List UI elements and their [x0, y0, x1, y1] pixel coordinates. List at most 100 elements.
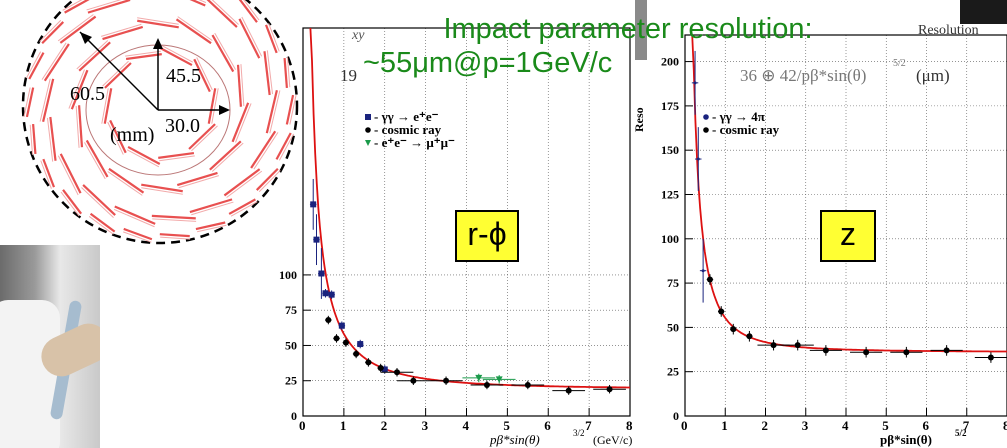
legend-marker — [703, 127, 709, 133]
ylabel-z: Reso — [632, 107, 646, 132]
data-point — [746, 333, 753, 340]
ladder-shadow — [107, 121, 124, 155]
ladder-shadow — [211, 88, 219, 124]
ladder — [43, 43, 70, 82]
ladder — [137, 19, 179, 29]
ladder-shadow — [76, 40, 109, 70]
xlabel-r-phi: pβ*sin(θ) 3/2 (GeV/c) — [489, 428, 632, 447]
y-tick-label: 0 — [673, 409, 679, 423]
ladder — [158, 151, 195, 159]
ladder — [87, 0, 131, 14]
photo-shirt — [0, 300, 60, 448]
ladder-shadow — [57, 14, 94, 42]
xlabel-exp-z: 5/2 — [955, 428, 967, 438]
ladder — [209, 140, 242, 171]
data-point — [381, 366, 388, 373]
ladder — [89, 212, 116, 233]
ladder — [159, 233, 190, 238]
x-tick-label: 3 — [422, 418, 429, 433]
background-corner — [960, 0, 1007, 24]
radius-mid-label: 45.5 — [166, 65, 201, 87]
radius-outer-label: 60.5 — [70, 83, 105, 105]
ladder — [28, 52, 45, 80]
x-tick-label: 7 — [585, 418, 592, 433]
points-z — [691, 50, 1007, 363]
legend-label: - γγ → e⁺e⁻ — [374, 109, 439, 124]
x-tick-label: 4 — [463, 418, 470, 433]
legend-label: - cosmic ray — [712, 122, 780, 137]
legend-label: - cosmic ray — [374, 122, 442, 137]
left-title-fragment: xy — [352, 28, 365, 43]
ladder — [78, 41, 111, 72]
unit-label: (mm) — [110, 124, 154, 146]
ladder-shadow — [29, 124, 34, 155]
data-point — [495, 376, 503, 383]
ladder-shadow — [141, 187, 183, 195]
ladder-shadow — [191, 201, 234, 216]
ladder-shadow — [226, 170, 263, 198]
ladder-shadow — [230, 201, 258, 217]
y-tick-label: 150 — [661, 143, 679, 157]
legend-marker — [365, 140, 371, 146]
ladder-shadow — [241, 16, 263, 57]
data-point — [365, 359, 372, 366]
ladder-shadow — [126, 149, 160, 168]
data-point — [822, 347, 829, 354]
legend-label: - γγ → 4π — [712, 109, 765, 124]
ladder-shadow — [60, 191, 80, 217]
points-r-phi — [309, 178, 626, 395]
data-point — [706, 276, 713, 283]
ladder — [189, 0, 206, 7]
ladder — [141, 183, 183, 193]
ladder — [175, 18, 212, 45]
data-point — [333, 335, 340, 342]
ladder-shadow — [102, 60, 129, 87]
ladder-shadow — [211, 142, 244, 172]
ladder-shadow — [107, 171, 143, 196]
xlabel-text-z: pβ*sin(θ) — [880, 432, 932, 447]
ladder — [104, 62, 132, 89]
data-point — [394, 369, 401, 376]
ladder-shadow — [123, 231, 152, 243]
legend-marker — [365, 114, 371, 120]
ladder-shadow — [39, 19, 62, 42]
x-tick-label: 7 — [963, 418, 970, 433]
ladder-shadow — [88, 216, 114, 235]
ladder-shadow — [84, 142, 106, 180]
headline: Impact parameter resolution: ~55μm@p=1Ge… — [363, 12, 888, 80]
data-point — [322, 290, 329, 297]
data-point — [338, 322, 345, 329]
data-point — [313, 236, 320, 243]
y-tick-label: 75 — [667, 276, 679, 290]
ladder-shadow — [101, 88, 109, 124]
data-point — [310, 201, 317, 208]
data-point — [730, 326, 737, 333]
ladder-shadow — [278, 133, 295, 161]
data-point — [328, 291, 335, 298]
data-point — [943, 347, 950, 354]
ladder — [70, 69, 89, 110]
ladder — [176, 171, 218, 187]
y-tick-label: 75 — [285, 303, 297, 317]
x-tick-label: 1 — [340, 418, 347, 433]
legend-r-phi: - γγ → e⁺e⁻- cosmic ray- e⁺e⁻ → μ⁺μ⁻ — [365, 109, 455, 150]
ladder — [125, 53, 162, 61]
data-point — [794, 342, 801, 349]
ladder-shadow — [62, 0, 83, 11]
legend-z: - γγ → 4π- cosmic ray — [703, 109, 780, 137]
data-point — [696, 157, 700, 161]
ladder-shadow — [68, 69, 85, 109]
xlabel-unit-r-phi: (GeV/c) — [593, 433, 632, 447]
plot-frame — [684, 34, 1007, 417]
ladder — [127, 145, 161, 165]
ladder-shadow — [266, 50, 274, 95]
x-tick-label: 2 — [381, 418, 388, 433]
plot-frame — [302, 27, 631, 417]
ladder — [123, 227, 153, 241]
ladder-shadow — [177, 16, 213, 41]
y-tick-label: 25 — [667, 365, 679, 379]
ladder-shadow — [211, 0, 239, 25]
data-point — [693, 81, 697, 85]
xlabel-z: pβ*sin(θ) 5/2 — [880, 428, 967, 447]
ladder-shadow — [86, 0, 122, 11]
